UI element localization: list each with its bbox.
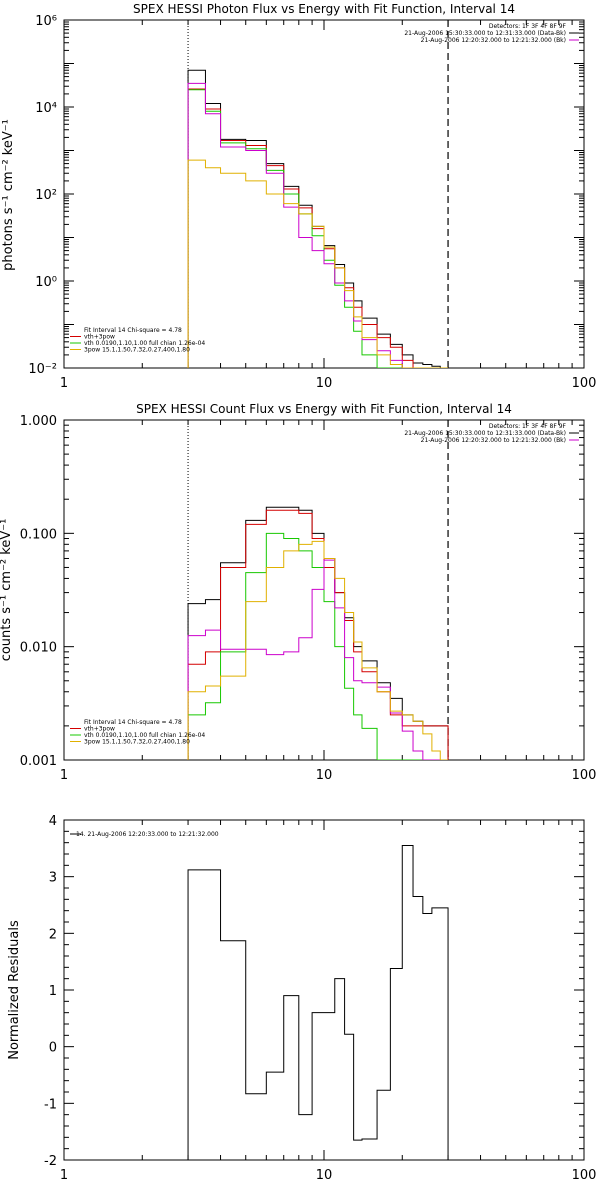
fit-legend-line: 3pow 15.1,1.50,7.32,0.27,400,1.80 <box>84 739 190 746</box>
residuals-series-black <box>187 845 449 1160</box>
header-line: 21-Aug-2006 12:20:32.000 to 12:21:32.000… <box>421 37 566 44</box>
y-tick-label: 1.000 <box>20 414 57 429</box>
y-tick-label: 0.010 <box>20 641 57 656</box>
residuals-panel: Normalized Residuals 14. 21-Aug-2006 12:… <box>7 814 596 1183</box>
fit-legend-line: vth 0.0190,1.10,1.00 full chian 1.26e-04 <box>84 340 205 347</box>
y-tick-label: 0.100 <box>20 527 57 542</box>
count-series-green <box>187 532 449 760</box>
header-line: 21-Aug-2006 12:20:32.000 to 12:21:32.000… <box>421 437 566 444</box>
fit-legend-line: Fit Interval 14 Chi-square = 4.78 <box>84 327 182 334</box>
fit-legend-line: vth+3pow <box>84 334 115 341</box>
photon-series-magenta <box>187 82 449 368</box>
count-chart-title: SPEX HESSI Count Flux vs Energy with Fit… <box>136 402 512 416</box>
count-series-yellow <box>187 540 449 760</box>
residuals-legend-label: 14. 21-Aug-2006 12:20:33.000 to 12:21:32… <box>76 831 219 838</box>
x-tick-label: 100 <box>572 376 597 391</box>
photon-series-yellow <box>187 159 449 368</box>
header-line: 21-Aug-2006 15:30:33.000 to 12:31:33.000… <box>404 30 566 37</box>
fit-legend-line: vth 0.0190,1.10,1.00 full chian 1.26e-04 <box>84 732 205 739</box>
x-tick-label: 1 <box>60 1168 68 1183</box>
y-tick-label: -1 <box>44 1097 57 1112</box>
fit-legend-line: Fit Interval 14 Chi-square = 4.78 <box>84 719 182 726</box>
residuals-plot-frame <box>63 819 585 1161</box>
count-series-black <box>187 506 449 760</box>
photon-series-red <box>187 88 449 368</box>
photon-series-black <box>187 69 449 368</box>
fit-legend-line: 3pow 15.1,1.50,7.32,0.27,400,1.80 <box>84 347 190 354</box>
y-tick-label: -2 <box>44 1154 57 1169</box>
x-tick-label: 10 <box>316 768 333 783</box>
count-flux-panel: SPEX HESSI Count Flux vs Energy with Fit… <box>0 402 596 783</box>
photon-flux-panel: SPEX HESSI Photon Flux vs Energy with Fi… <box>1 2 596 391</box>
x-tick-label: 1 <box>60 768 68 783</box>
photon-y-axis-label: photons s⁻¹ cm⁻² keV⁻¹ <box>1 119 16 271</box>
y-tick-label: 4 <box>49 814 57 829</box>
y-tick-label: 1 <box>49 984 57 999</box>
fit-legend-line: vth+3pow <box>84 726 115 733</box>
x-tick-label: 1 <box>60 376 68 391</box>
x-tick-label: 100 <box>572 768 597 783</box>
x-tick-label: 100 <box>572 1168 597 1183</box>
y-tick-label: 0.001 <box>20 754 57 769</box>
count-y-axis-label: counts s⁻¹ cm⁻² keV⁻¹ <box>0 519 14 662</box>
header-line: 21-Aug-2006 15:30:33.000 to 12:31:33.000… <box>404 430 566 437</box>
header-line: Detectors: 1F 3F 4F 8F 9F <box>489 423 567 430</box>
y-tick-label: 10⁴ <box>35 101 57 116</box>
header-line: Detectors: 1F 3F 4F 8F 9F <box>489 23 567 30</box>
residuals-y-axis-label: Normalized Residuals <box>7 920 22 1060</box>
y-tick-label: 0 <box>49 1041 57 1056</box>
photon-plot-frame <box>63 19 585 369</box>
y-tick-label: 10⁰ <box>35 275 57 290</box>
photon-chart-title: SPEX HESSI Photon Flux vs Energy with Fi… <box>133 2 515 16</box>
y-tick-label: 10² <box>35 188 57 203</box>
y-tick-label: 3 <box>49 871 57 886</box>
count-series-red <box>187 509 449 760</box>
x-tick-label: 10 <box>316 376 333 391</box>
x-tick-label: 10 <box>316 1168 333 1183</box>
count-series-magenta <box>187 559 449 760</box>
y-tick-label: 2 <box>49 927 57 942</box>
y-tick-label: 10⁶ <box>35 14 57 29</box>
y-tick-label: 10⁻² <box>28 362 57 377</box>
